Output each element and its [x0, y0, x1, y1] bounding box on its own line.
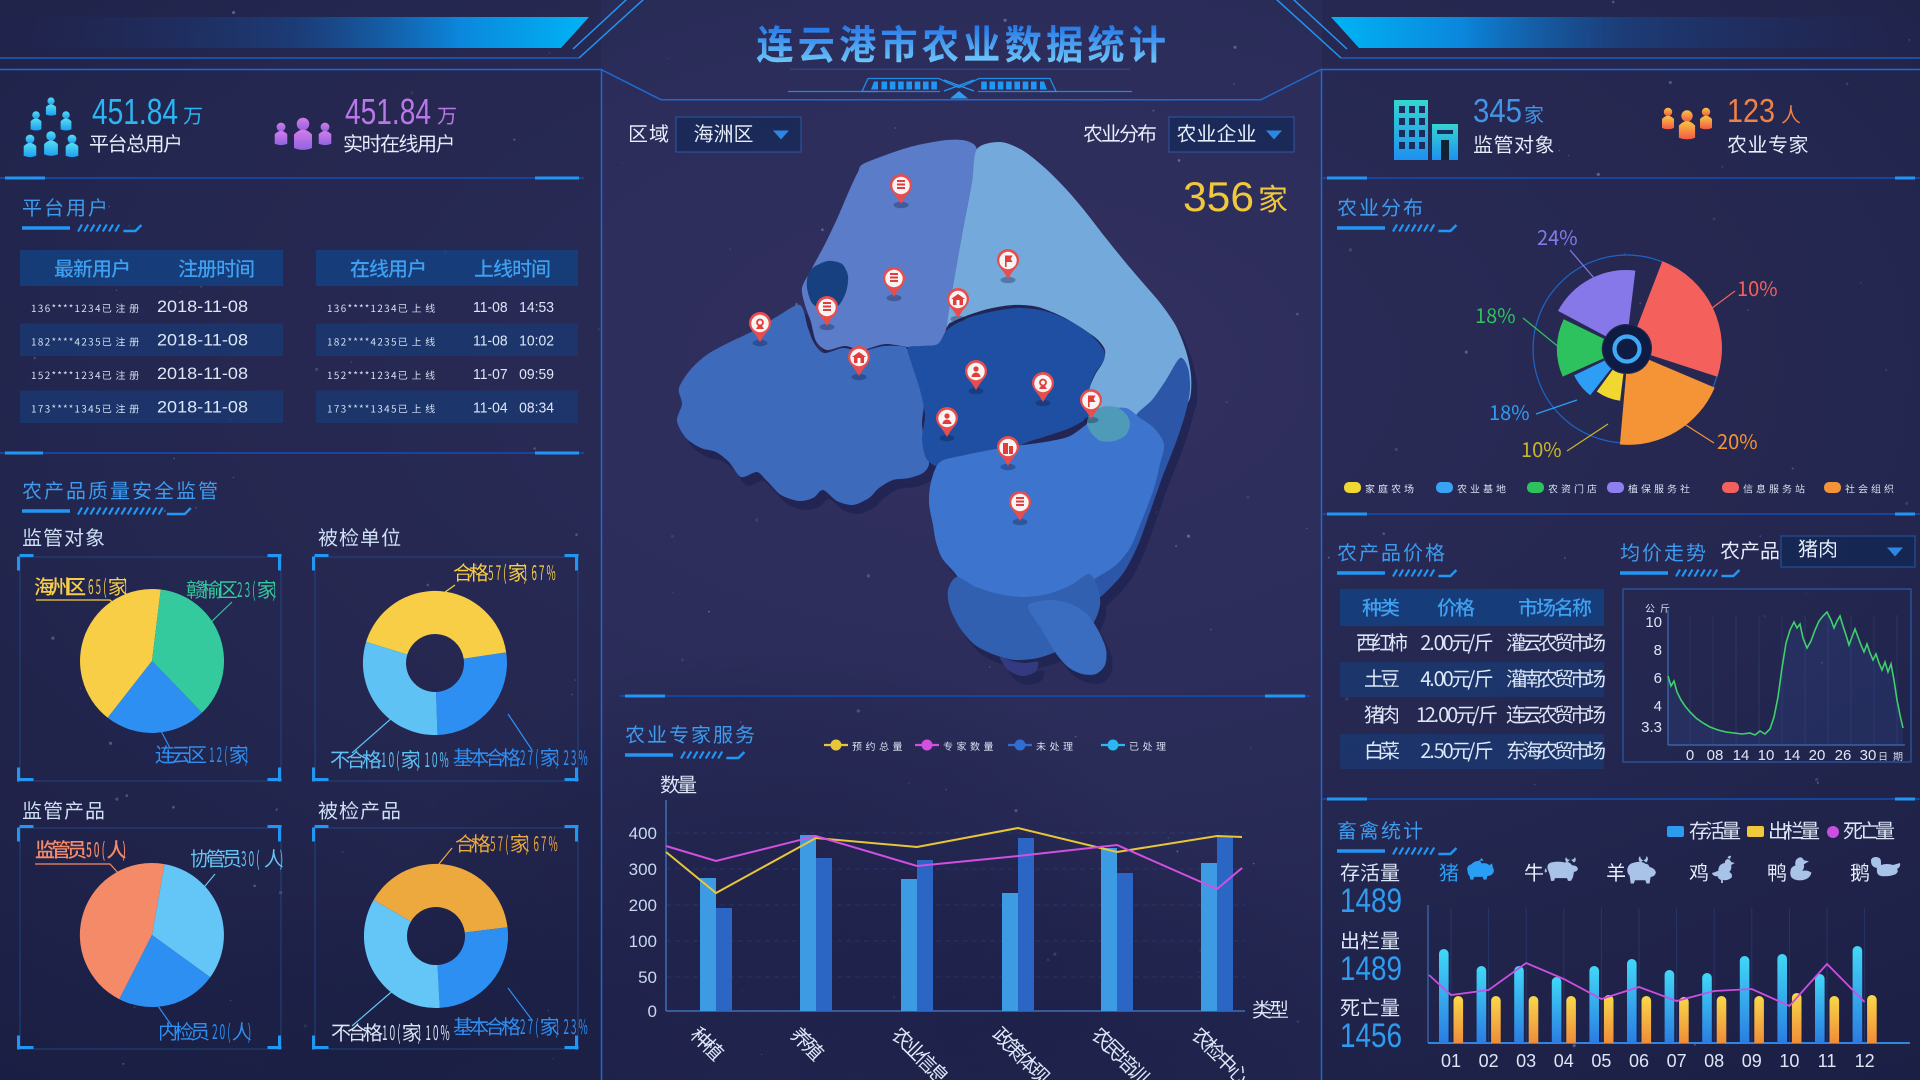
svg-text:26: 26 — [1835, 747, 1852, 764]
svg-text:200: 200 — [629, 896, 657, 915]
svg-text:11-04 08:34: 11-04 08:34 — [473, 400, 554, 417]
svg-text:2018-11-08: 2018-11-08 — [157, 398, 248, 417]
svg-text:12: 12 — [1855, 1051, 1875, 1071]
svg-text:07: 07 — [1667, 1051, 1687, 1071]
svg-text:10: 10 — [1758, 747, 1775, 764]
svg-text:8: 8 — [1654, 642, 1662, 659]
svg-text:05: 05 — [1591, 1051, 1611, 1071]
svg-text:345: 345 — [1473, 92, 1522, 129]
svg-text:2018-11-08: 2018-11-08 — [157, 364, 248, 383]
svg-text:0: 0 — [648, 1002, 657, 1021]
svg-text:03: 03 — [1516, 1051, 1536, 1071]
svg-text:02: 02 — [1479, 1051, 1499, 1071]
svg-text:6: 6 — [1654, 670, 1662, 687]
svg-text:04: 04 — [1554, 1051, 1574, 1071]
svg-text:0: 0 — [1686, 747, 1694, 764]
svg-text:09: 09 — [1742, 1051, 1762, 1071]
svg-text:100: 100 — [629, 932, 657, 951]
svg-text:14: 14 — [1733, 747, 1750, 764]
svg-text:11-08 10:02: 11-08 10:02 — [473, 333, 554, 350]
svg-text:11: 11 — [1818, 1051, 1837, 1071]
svg-text:3.3: 3.3 — [1641, 719, 1662, 736]
svg-text:01: 01 — [1441, 1051, 1461, 1071]
svg-text:14: 14 — [1784, 747, 1801, 764]
svg-text:1456: 1456 — [1340, 1017, 1402, 1055]
svg-text:06: 06 — [1629, 1051, 1649, 1071]
svg-text:08: 08 — [1704, 1051, 1724, 1071]
svg-text:1489: 1489 — [1340, 882, 1402, 920]
svg-text:11-07 09:59: 11-07 09:59 — [473, 366, 554, 383]
svg-text:356: 356 — [1183, 173, 1254, 220]
svg-text:20: 20 — [1809, 747, 1826, 764]
svg-text:10: 10 — [1645, 614, 1662, 631]
svg-text:2018-11-08: 2018-11-08 — [157, 331, 248, 350]
svg-text:08: 08 — [1707, 747, 1724, 764]
svg-text:50: 50 — [638, 968, 657, 987]
svg-text:451.84: 451.84 — [345, 91, 431, 132]
svg-text:1489: 1489 — [1340, 950, 1402, 988]
svg-text:4: 4 — [1654, 698, 1662, 715]
svg-text:11-08 14:53: 11-08 14:53 — [473, 299, 554, 316]
svg-text:30: 30 — [1860, 747, 1877, 764]
svg-text:400: 400 — [629, 824, 657, 843]
svg-text:123: 123 — [1727, 92, 1775, 129]
svg-text:451.84: 451.84 — [92, 91, 178, 132]
svg-text:300: 300 — [629, 860, 657, 879]
svg-text:2018-11-08: 2018-11-08 — [157, 297, 248, 316]
svg-text:10: 10 — [1779, 1051, 1799, 1071]
